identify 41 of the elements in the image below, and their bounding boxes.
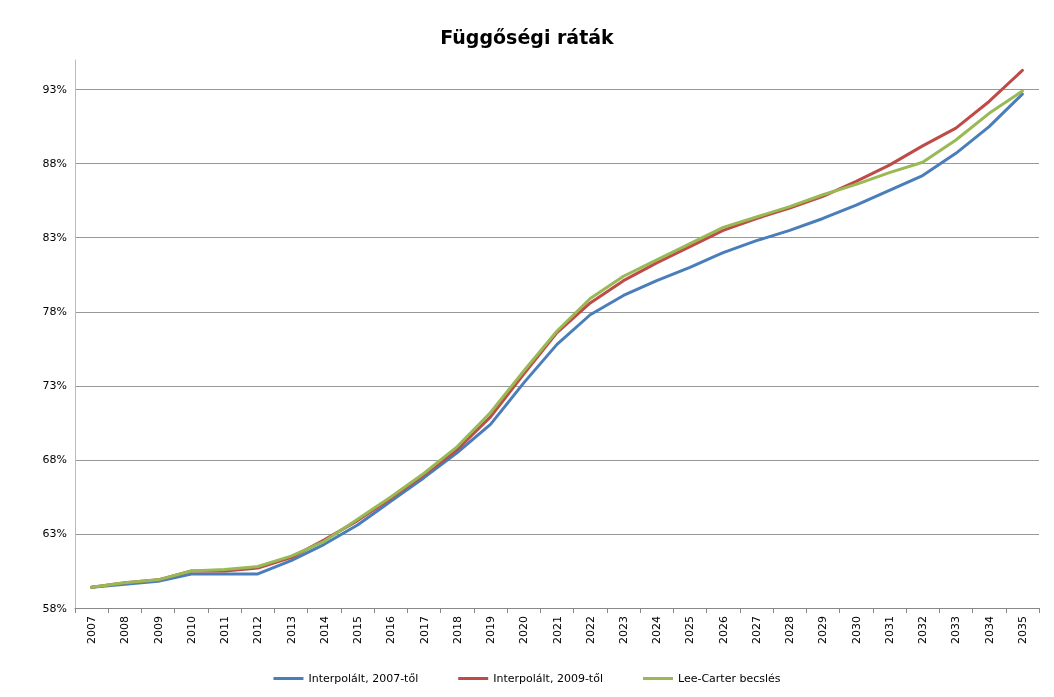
x-tick-label: 2023 [616, 616, 630, 644]
x-tick-label: 2014 [317, 616, 331, 644]
x-tick-label: 2024 [650, 616, 664, 644]
x-tick-label: 2009 [151, 616, 165, 644]
y-tick-label: 58% [42, 601, 67, 615]
y-tick-label: 83% [42, 231, 67, 245]
x-tick-label: 2008 [118, 616, 132, 644]
legend-label: Lee-Carter becslés [677, 672, 781, 685]
x-tick-label: 2031 [882, 616, 896, 644]
x-tick-label: 2007 [85, 616, 99, 644]
x-tick-label: 2010 [184, 616, 198, 644]
x-tick-label: 2015 [351, 616, 365, 644]
x-tick-label: 2011 [218, 616, 232, 644]
y-tick-label: 93% [42, 83, 67, 97]
y-tick-label: 73% [42, 379, 67, 393]
x-tick-label: 2012 [251, 616, 265, 644]
legend-label: Interpolált, 2009-től [493, 672, 603, 685]
chart-title: Függőségi ráták [440, 25, 615, 48]
x-tick-label: 2033 [949, 616, 963, 644]
x-tick-label: 2026 [716, 616, 730, 644]
legend-label: Interpolált, 2007-től [308, 672, 419, 685]
x-tick-label: 2028 [783, 616, 797, 644]
x-tick-label: 2020 [517, 616, 531, 644]
x-tick-label: 2025 [683, 616, 697, 644]
x-tick-label: 2017 [417, 616, 431, 644]
y-tick-label: 88% [42, 157, 67, 171]
y-tick-label: 63% [42, 527, 67, 541]
x-tick-label: 2018 [450, 616, 464, 644]
x-tick-label: 2035 [1015, 616, 1029, 644]
x-tick-label: 2019 [484, 616, 498, 644]
y-tick-label: 78% [42, 305, 67, 319]
x-tick-label: 2021 [550, 616, 564, 644]
x-tick-label: 2032 [916, 616, 930, 644]
x-tick-label: 2022 [583, 616, 597, 644]
x-tick-label: 2013 [284, 616, 298, 644]
x-tick-label: 2027 [749, 616, 763, 644]
x-tick-label: 2030 [849, 616, 863, 644]
y-tick-label: 68% [42, 453, 67, 467]
x-tick-label: 2034 [982, 616, 996, 644]
x-tick-label: 2016 [384, 616, 398, 644]
x-tick-label: 2029 [816, 616, 830, 644]
